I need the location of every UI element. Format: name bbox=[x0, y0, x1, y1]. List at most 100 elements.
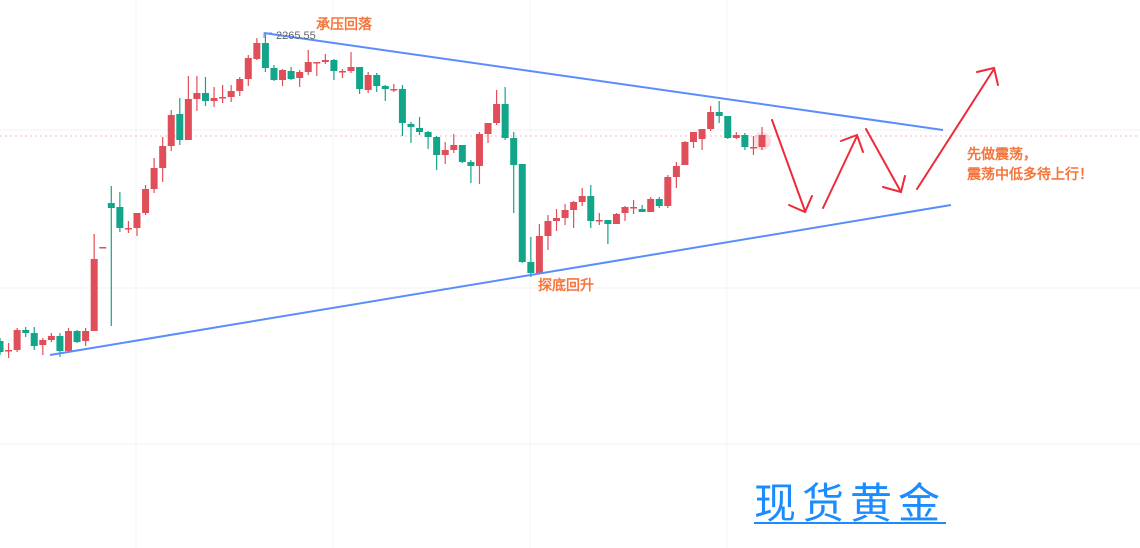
candle bbox=[690, 132, 698, 148]
candle-body bbox=[612, 214, 620, 224]
candle bbox=[424, 131, 432, 149]
arrow-down-2 bbox=[865, 128, 906, 194]
candle-body bbox=[39, 340, 47, 345]
candle-body bbox=[424, 132, 432, 137]
candle-body bbox=[544, 221, 552, 236]
candle-body bbox=[758, 135, 766, 147]
candle-body bbox=[184, 99, 192, 140]
brand-title: 现货黄金 bbox=[754, 479, 947, 528]
annotation-outlook-line2: 震荡中低多待上行！ bbox=[967, 167, 1093, 183]
candle bbox=[116, 192, 124, 232]
candle bbox=[287, 67, 295, 80]
candle bbox=[475, 132, 483, 184]
candle-body bbox=[690, 132, 698, 142]
candle-body bbox=[304, 62, 312, 72]
candle-body bbox=[553, 218, 561, 221]
candle bbox=[13, 328, 21, 352]
candle-body bbox=[373, 75, 381, 86]
candles bbox=[0, 34, 771, 358]
candle bbox=[107, 186, 115, 326]
candle-body bbox=[22, 330, 30, 333]
candle bbox=[176, 98, 184, 145]
candle-body bbox=[749, 147, 757, 149]
candle bbox=[535, 224, 543, 273]
candle bbox=[150, 158, 158, 193]
candle-body bbox=[64, 331, 72, 351]
candle-body bbox=[578, 196, 586, 202]
candle-body bbox=[167, 115, 175, 146]
candle bbox=[398, 85, 406, 136]
candle bbox=[321, 54, 329, 64]
candle-body bbox=[219, 97, 227, 99]
candle-body bbox=[287, 71, 295, 79]
candle bbox=[578, 188, 586, 206]
candle bbox=[219, 85, 227, 103]
candle bbox=[279, 69, 287, 86]
candle-body bbox=[313, 62, 321, 64]
candle bbox=[510, 132, 518, 213]
candle-body bbox=[142, 189, 150, 213]
candle-body bbox=[441, 150, 449, 155]
candle bbox=[167, 110, 175, 151]
candle bbox=[749, 136, 757, 155]
annotation-bottom: 探底回升 bbox=[538, 278, 594, 294]
candle-body bbox=[321, 60, 329, 62]
candle-body bbox=[159, 146, 167, 168]
candle bbox=[553, 209, 561, 231]
candle bbox=[467, 160, 475, 183]
candle-body bbox=[347, 67, 355, 71]
candle bbox=[681, 141, 689, 165]
candle bbox=[715, 101, 723, 123]
candle bbox=[22, 327, 30, 337]
candle bbox=[236, 77, 244, 96]
candle bbox=[30, 327, 38, 350]
candle bbox=[338, 69, 346, 78]
candle bbox=[450, 134, 458, 153]
candle bbox=[732, 132, 740, 139]
candle-body bbox=[510, 138, 518, 165]
candle bbox=[561, 204, 569, 225]
candle-body bbox=[587, 196, 595, 221]
arrow-down-1 bbox=[771, 119, 813, 214]
candle-body bbox=[270, 68, 278, 80]
candle-body bbox=[672, 166, 680, 177]
candle bbox=[458, 145, 466, 163]
candle bbox=[518, 164, 526, 263]
candle bbox=[373, 73, 381, 92]
candle bbox=[612, 213, 620, 224]
candle bbox=[347, 52, 355, 73]
candle-body bbox=[741, 135, 749, 147]
candle-body bbox=[655, 199, 663, 206]
candle-body bbox=[707, 112, 715, 129]
candle-body bbox=[201, 93, 209, 101]
candle-body bbox=[407, 124, 415, 127]
candle bbox=[647, 197, 655, 212]
candle bbox=[672, 162, 680, 188]
candle-body bbox=[210, 98, 218, 101]
candle bbox=[5, 343, 13, 358]
candle bbox=[39, 338, 47, 355]
candle bbox=[501, 87, 509, 140]
candle bbox=[356, 67, 364, 94]
candle-body bbox=[56, 336, 64, 351]
candle-body bbox=[261, 43, 269, 68]
candle bbox=[390, 84, 398, 92]
candle bbox=[296, 70, 304, 87]
candle bbox=[630, 200, 638, 214]
candle bbox=[159, 137, 167, 182]
candle-body bbox=[732, 135, 740, 138]
candle bbox=[493, 90, 501, 125]
high-marker bbox=[263, 32, 272, 38]
candle-body bbox=[681, 142, 689, 165]
candle-body bbox=[561, 210, 569, 218]
candle-body bbox=[647, 199, 655, 212]
candle bbox=[330, 59, 338, 80]
candle bbox=[698, 129, 706, 150]
candle-body bbox=[244, 58, 252, 79]
candle-body bbox=[227, 91, 235, 97]
candle bbox=[527, 237, 535, 277]
candle bbox=[741, 133, 749, 150]
candle-body bbox=[253, 43, 261, 59]
